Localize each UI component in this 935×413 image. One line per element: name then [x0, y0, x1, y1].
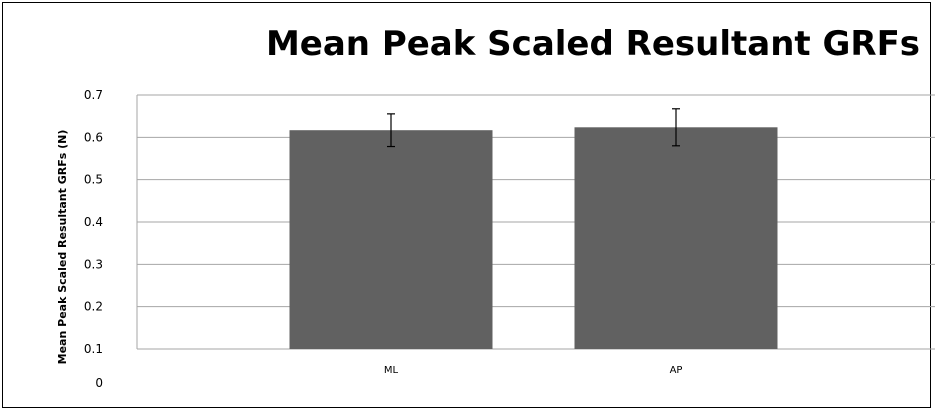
bar-ml: [289, 130, 493, 349]
y-tick-label-0.7: 0.7: [84, 88, 103, 102]
y-tick-label-0: 0: [95, 376, 103, 390]
y-tick-label-0.5: 0.5: [84, 173, 103, 187]
y-tick-label-0.2: 0.2: [84, 300, 103, 314]
error-bars: [387, 108, 680, 148]
gridlines: [136, 94, 935, 350]
y-tick-label-0.4: 0.4: [84, 215, 103, 229]
category-labels: ML AP: [384, 365, 683, 376]
y-tick-labels: 0 0.1 0.2 0.3 0.4 0.5 0.6 0.7: [84, 88, 103, 390]
error-bar-ap: [672, 108, 680, 147]
y-axis-label: Mean Peak Scaled Resultant GRFs (N): [56, 130, 69, 365]
error-bar-ml: [387, 113, 395, 148]
category-label-ap: AP: [670, 365, 683, 376]
category-label-ml: ML: [384, 365, 399, 376]
y-tick-label-0.6: 0.6: [84, 130, 103, 144]
y-tick-label-0.1: 0.1: [84, 342, 103, 356]
bar-ap: [574, 127, 778, 350]
chart-title: Mean Peak Scaled Resultant GRFs: [266, 24, 920, 64]
bars: [289, 127, 778, 350]
y-tick-label-0.3: 0.3: [84, 257, 103, 271]
